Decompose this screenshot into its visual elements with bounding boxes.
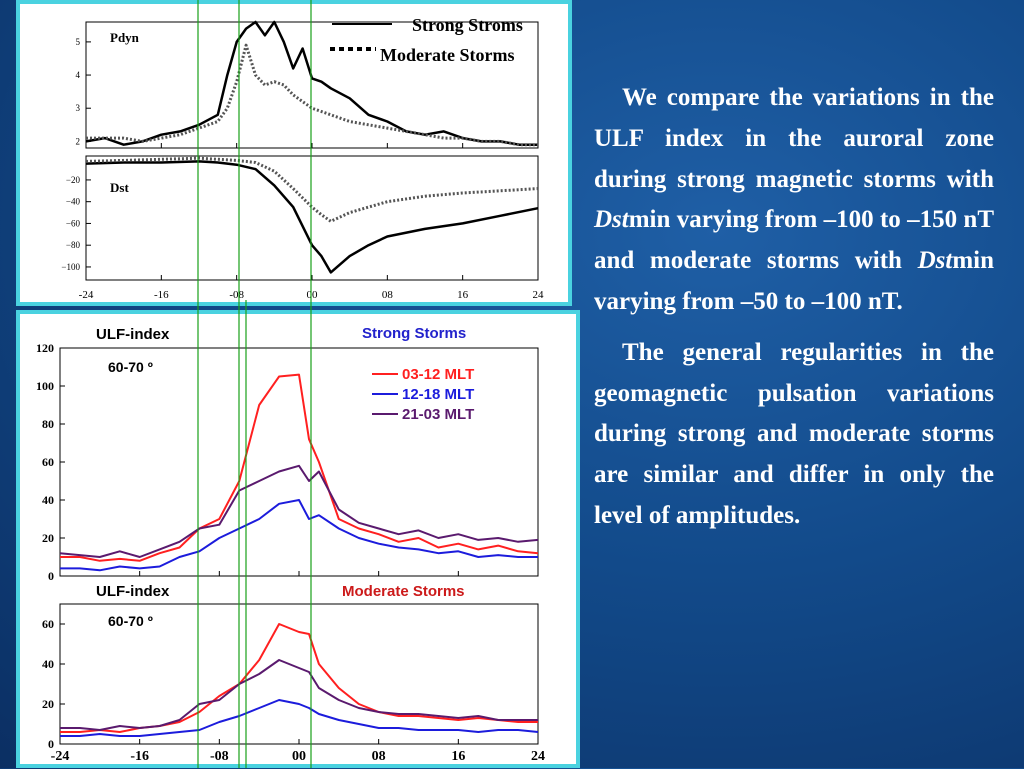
- top-chart-frames: 2 3 4 5 Pdyn −20 −40 −60 −80 −100 -24 -16 -08 00 08 16 2…: [61, 21, 545, 301]
- y-tick-label-1-0: −20: [66, 175, 81, 185]
- series-3-03-12-mlt: [60, 623, 538, 733]
- x-tick-label-1-6: 24: [533, 289, 545, 301]
- strong-ulf-title: ULF-index: [96, 326, 170, 343]
- x-tick-label-1-4: 08: [382, 289, 394, 301]
- p1-part-a: We compare the variations in the ULF ind…: [594, 84, 994, 193]
- moderate-ulf-subtitle: Moderate Storms: [342, 583, 465, 600]
- y-tick-label-1-4: −100: [61, 262, 80, 272]
- y-tick-label-1-3: −80: [66, 240, 81, 250]
- p1-part-b: min varying from –100 to –150 nT and mod…: [594, 206, 994, 275]
- x-tick-label-1-1: -16: [154, 289, 169, 301]
- panel-label-3: 60-70 º: [108, 613, 153, 629]
- bottom-chart-panel: 0 20 40 60 80 100 120 60-70 º 0 20 40 60 -24 -16 -08 00…: [16, 310, 580, 768]
- x-tick-label-1-3: 00: [307, 289, 319, 301]
- series-1-moderate-storms: [85, 156, 539, 223]
- y-tick-label-2-4: 80: [42, 417, 54, 431]
- moderate-ulf-title: ULF-index: [96, 583, 170, 600]
- y-tick-label-3-2: 40: [42, 657, 54, 671]
- y-tick-label-2-0: 0: [48, 569, 54, 583]
- x-tick-label-1-0: -24: [79, 289, 94, 301]
- y-tick-label-2-5: 100: [36, 379, 54, 393]
- y-tick-label-2-6: 120: [36, 341, 54, 355]
- bottom-chart-data: [59, 373, 539, 737]
- paragraph-1: We compare the variations in the ULF ind…: [594, 78, 994, 323]
- series-3-21-03-mlt: [60, 659, 538, 731]
- series-2-21-03-mlt: [59, 464, 539, 558]
- top-legend: Strong Stroms Moderate Storms: [330, 15, 523, 65]
- ulf-legend: 03-12 MLT 12-18 MLT 21-03 MLT: [372, 366, 474, 423]
- x-tick-label-3-5: 16: [451, 749, 465, 764]
- p1-part-c: min varying from –50 to –100 nT.: [594, 247, 994, 315]
- x-tick-label-3-2: -08: [210, 749, 229, 764]
- y-tick-label-0-1: 3: [76, 103, 81, 113]
- slide-text: We compare the variations in the ULF ind…: [594, 78, 994, 547]
- p1-dst-2: Dst: [917, 247, 953, 275]
- paragraph-2: The general regularities in the geomagne…: [594, 338, 994, 529]
- y-tick-label-3-3: 60: [42, 617, 54, 631]
- legend-red-label: 03-12 MLT: [402, 366, 474, 383]
- series-3-12-18-mlt: [60, 699, 539, 737]
- plot-frame-1: [85, 155, 539, 281]
- bottom-chart-svg: 0 20 40 60 80 100 120 60-70 º 0 20 40 60 -24 -16 -08 00…: [36, 325, 545, 764]
- y-tick-label-2-3: 60: [42, 455, 54, 469]
- y-tick-label-2-2: 40: [42, 493, 54, 507]
- top-chart-panel: 2 3 4 5 Pdyn −20 −40 −60 −80 −100 -24 -16 -08 00 08 16 2…: [16, 0, 572, 306]
- legend-purple-label: 21-03 MLT: [402, 406, 474, 423]
- top-chart-data: [85, 20, 539, 274]
- panel-label-0: Pdyn: [110, 30, 140, 45]
- legend-moderate-label: Moderate Storms: [380, 45, 514, 65]
- series-0-strong-stroms: [85, 20, 538, 146]
- x-tick-label-3-6: 24: [531, 749, 545, 764]
- series-2-03-12-mlt: [60, 373, 539, 562]
- bottom-chart-frames: 0 20 40 60 80 100 120 60-70 º 0 20 40 60 -24 -16 -08 00…: [36, 341, 545, 764]
- x-tick-label-1-5: 16: [457, 289, 469, 301]
- panel-label-2: 60-70 º: [108, 359, 153, 375]
- legend-strong-label: Strong Stroms: [412, 15, 523, 35]
- x-tick-label-1-2: -08: [229, 289, 244, 301]
- y-tick-label-2-1: 20: [42, 531, 54, 545]
- top-chart-svg: 2 3 4 5 Pdyn −20 −40 −60 −80 −100 -24 -16 -08 00 08 16 2…: [61, 15, 545, 301]
- y-tick-label-3-0: 0: [48, 737, 54, 751]
- plot-frame-0: [85, 21, 539, 149]
- y-tick-label-0-2: 4: [76, 70, 81, 80]
- series-2-12-18-mlt: [60, 499, 538, 572]
- x-tick-label-3-0: -24: [51, 749, 70, 764]
- y-tick-label-3-1: 20: [42, 697, 54, 711]
- legend-blue-label: 12-18 MLT: [402, 386, 474, 403]
- x-tick-label-3-4: 08: [372, 749, 386, 764]
- x-tick-label-3-3: 00: [292, 749, 306, 764]
- y-tick-label-0-3: 5: [76, 37, 81, 47]
- x-tick-label-3-1: -16: [130, 749, 149, 764]
- y-tick-label-1-2: −60: [66, 218, 81, 228]
- series-1-strong-stroms: [85, 160, 539, 274]
- y-tick-label-1-1: −40: [66, 197, 81, 207]
- panel-label-1: Dst: [110, 180, 129, 195]
- strong-ulf-subtitle: Strong Storms: [362, 325, 466, 342]
- p1-dst-1: Dst: [594, 206, 629, 234]
- y-tick-label-0-0: 2: [76, 136, 81, 146]
